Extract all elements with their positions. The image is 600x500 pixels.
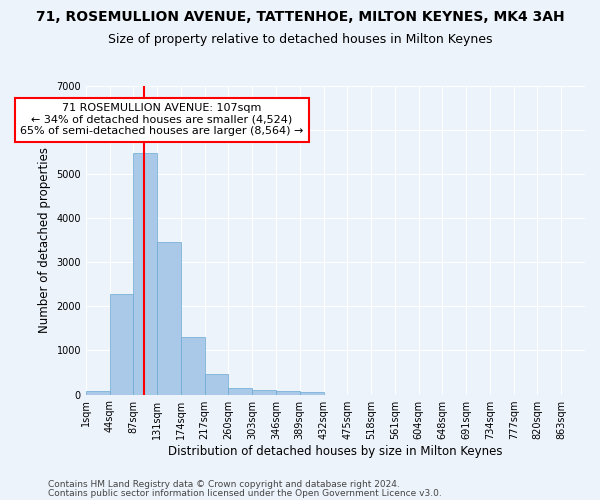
Bar (86, 391, 110, 394)
Text: Size of property relative to detached houses in Milton Keynes: Size of property relative to detached ho… (108, 32, 492, 46)
Bar (276, 391, 300, 394)
Text: 71, ROSEMULLION AVENUE, TATTENHOE, MILTON KEYNES, MK4 3AH: 71, ROSEMULLION AVENUE, TATTENHOE, MILTO… (35, 10, 565, 24)
X-axis label: Distribution of detached houses by size in Milton Keynes: Distribution of detached houses by size … (168, 444, 503, 458)
Bar (205, 374, 229, 394)
Y-axis label: Number of detached properties: Number of detached properties (38, 147, 51, 333)
Bar (181, 336, 205, 394)
Text: Contains HM Land Registry data © Crown copyright and database right 2024.: Contains HM Land Registry data © Crown c… (48, 480, 400, 489)
Bar (157, 242, 181, 394)
Bar (133, 152, 157, 394)
Bar (300, 392, 323, 394)
Text: Contains public sector information licensed under the Open Government Licence v3: Contains public sector information licen… (48, 488, 442, 498)
Text: 71 ROSEMULLION AVENUE: 107sqm
← 34% of detached houses are smaller (4,524)
65% o: 71 ROSEMULLION AVENUE: 107sqm ← 34% of d… (20, 103, 304, 136)
Bar (110, 294, 133, 394)
Bar (229, 388, 252, 394)
Bar (252, 390, 276, 394)
